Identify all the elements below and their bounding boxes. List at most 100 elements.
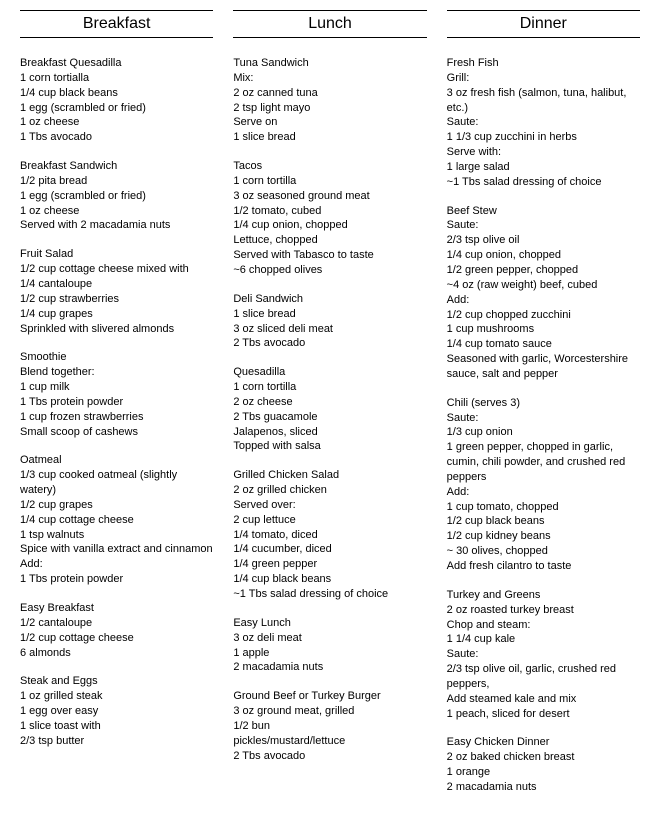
recipe-block: Beef StewSaute:2/3 tsp olive oil1/4 cup … — [447, 204, 640, 382]
recipe-line: Served with Tabasco to taste — [233, 248, 426, 263]
recipe-block: Chili (serves 3)Saute:1/3 cup onion1 gre… — [447, 396, 640, 574]
recipe-line: 1 Tbs protein powder — [20, 395, 213, 410]
recipe-line: 1/2 bun — [233, 719, 426, 734]
recipe-line: Deli Sandwich — [233, 292, 426, 307]
recipe-line: 1 oz grilled steak — [20, 689, 213, 704]
recipe-line: 1 cup frozen strawberries — [20, 410, 213, 425]
recipe-line: 1 oz cheese — [20, 115, 213, 130]
recipe-block: Tuna SandwichMix:2 oz canned tuna2 tsp l… — [233, 56, 426, 145]
breakfast-header: Breakfast — [20, 10, 213, 38]
recipe-line: 1 1/4 cup kale — [447, 632, 640, 647]
recipe-line: Topped with salsa — [233, 439, 426, 454]
recipe-line: 2/3 tsp olive oil — [447, 233, 640, 248]
recipe-line: 1/4 cucumber, diced — [233, 542, 426, 557]
recipe-line: 1 peach, sliced for desert — [447, 707, 640, 722]
recipe-line: 1 slice bread — [233, 130, 426, 145]
recipe-line: 1 egg over easy — [20, 704, 213, 719]
recipe-line: Sprinkled with slivered almonds — [20, 322, 213, 337]
recipe-line: 2 Tbs avocado — [233, 336, 426, 351]
recipe-line: 3 oz fresh fish (salmon, tuna, halibut, … — [447, 86, 640, 116]
recipe-line: Steak and Eggs — [20, 674, 213, 689]
dinner-recipes: Fresh FishGrill:3 oz fresh fish (salmon,… — [447, 56, 640, 795]
recipe-block: Easy Breakfast1/2 cantaloupe1/2 cup cott… — [20, 601, 213, 660]
recipe-line: 1/2 cup chopped zucchini — [447, 308, 640, 323]
recipe-line: 2 oz canned tuna — [233, 86, 426, 101]
recipe-line: 1 corn tortilla — [233, 380, 426, 395]
recipe-line: 1/2 cup black beans — [447, 514, 640, 529]
recipe-line: Smoothie — [20, 350, 213, 365]
recipe-line: 2 macadamia nuts — [447, 780, 640, 795]
recipe-line: Serve with: — [447, 145, 640, 160]
recipe-line: 1/3 cup cooked oatmeal (slightly watery) — [20, 468, 213, 498]
recipe-block: Breakfast Sandwich1/2 pita bread1 egg (s… — [20, 159, 213, 233]
recipe-line: Tacos — [233, 159, 426, 174]
recipe-line: 1/4 cup onion, chopped — [233, 218, 426, 233]
meal-plan-container: Breakfast Breakfast Quesadilla1 corn tor… — [20, 10, 640, 809]
recipe-line: 1 slice toast with — [20, 719, 213, 734]
recipe-line: Easy Breakfast — [20, 601, 213, 616]
recipe-line: 1/4 cup cottage cheese — [20, 513, 213, 528]
recipe-line: 2/3 tsp olive oil, garlic, crushed red p… — [447, 662, 640, 692]
recipe-line: Fresh Fish — [447, 56, 640, 71]
dinner-header: Dinner — [447, 10, 640, 38]
recipe-line: ~ 30 olives, chopped — [447, 544, 640, 559]
recipe-line: 1 egg (scrambled or fried) — [20, 101, 213, 116]
recipe-line: 1/2 cup cottage cheese mixed with — [20, 262, 213, 277]
recipe-line: Mix: — [233, 71, 426, 86]
recipe-line: ~1 Tbs salad dressing of choice — [233, 587, 426, 602]
recipe-line: 2 tsp light mayo — [233, 101, 426, 116]
recipe-line: Oatmeal — [20, 453, 213, 468]
recipe-line: 1/2 cup kidney beans — [447, 529, 640, 544]
recipe-line: 1 egg (scrambled or fried) — [20, 189, 213, 204]
recipe-block: Quesadilla1 corn tortilla2 oz cheese2 Tb… — [233, 365, 426, 454]
recipe-line: 3 oz deli meat — [233, 631, 426, 646]
recipe-line: 2 Tbs guacamole — [233, 410, 426, 425]
recipe-line: ~4 oz (raw weight) beef, cubed — [447, 278, 640, 293]
recipe-line: 1 cup milk — [20, 380, 213, 395]
recipe-line: Small scoop of cashews — [20, 425, 213, 440]
recipe-line: 1 corn tortilla — [233, 174, 426, 189]
recipe-line: Saute: — [447, 115, 640, 130]
recipe-line: Add fresh cilantro to taste — [447, 559, 640, 574]
recipe-line: 1 cup mushrooms — [447, 322, 640, 337]
recipe-line: 6 almonds — [20, 646, 213, 661]
recipe-line: 1 slice bread — [233, 307, 426, 322]
recipe-line: Easy Lunch — [233, 616, 426, 631]
recipe-line: 1/2 cup grapes — [20, 498, 213, 513]
recipe-line: Quesadilla — [233, 365, 426, 380]
recipe-line: 1 Tbs avocado — [20, 130, 213, 145]
recipe-line: Beef Stew — [447, 204, 640, 219]
recipe-line: 1 oz cheese — [20, 204, 213, 219]
recipe-line: 2 cup lettuce — [233, 513, 426, 528]
recipe-line: 1 orange — [447, 765, 640, 780]
recipe-line: 1 corn tortialla — [20, 71, 213, 86]
recipe-line: ~6 chopped olives — [233, 263, 426, 278]
recipe-line: 2/3 tsp butter — [20, 734, 213, 749]
recipe-line: 1/2 tomato, cubed — [233, 204, 426, 219]
recipe-line: Spice with vanilla extract and cinnamon — [20, 542, 213, 557]
recipe-line: 1 green pepper, chopped in garlic, cumin… — [447, 440, 640, 485]
recipe-line: Grill: — [447, 71, 640, 86]
recipe-line: 1 Tbs protein powder — [20, 572, 213, 587]
recipe-line: 1/2 cantaloupe — [20, 616, 213, 631]
recipe-line: 1 apple — [233, 646, 426, 661]
recipe-block: SmoothieBlend together:1 cup milk1 Tbs p… — [20, 350, 213, 439]
recipe-line: Saute: — [447, 411, 640, 426]
recipe-line: Seasoned with garlic, Worcestershire sau… — [447, 352, 640, 382]
recipe-line: 3 oz seasoned ground meat — [233, 189, 426, 204]
recipe-line: 1/4 cup grapes — [20, 307, 213, 322]
recipe-block: Grilled Chicken Salad2 oz grilled chicke… — [233, 468, 426, 602]
recipe-line: Served with 2 macadamia nuts — [20, 218, 213, 233]
recipe-block: Tacos1 corn tortilla3 oz seasoned ground… — [233, 159, 426, 278]
recipe-line: Add: — [20, 557, 213, 572]
breakfast-recipes: Breakfast Quesadilla1 corn tortialla1/4 … — [20, 56, 213, 749]
recipe-line: 1/3 cup onion — [447, 425, 640, 440]
recipe-line: Add: — [447, 485, 640, 500]
recipe-line: Chili (serves 3) — [447, 396, 640, 411]
recipe-line: ~1 Tbs salad dressing of choice — [447, 175, 640, 190]
recipe-block: Oatmeal1/3 cup cooked oatmeal (slightly … — [20, 453, 213, 587]
recipe-line: 3 oz sliced deli meat — [233, 322, 426, 337]
recipe-line: 1/4 cantaloupe — [20, 277, 213, 292]
recipe-block: Easy Chicken Dinner2 oz baked chicken br… — [447, 735, 640, 794]
lunch-header: Lunch — [233, 10, 426, 38]
